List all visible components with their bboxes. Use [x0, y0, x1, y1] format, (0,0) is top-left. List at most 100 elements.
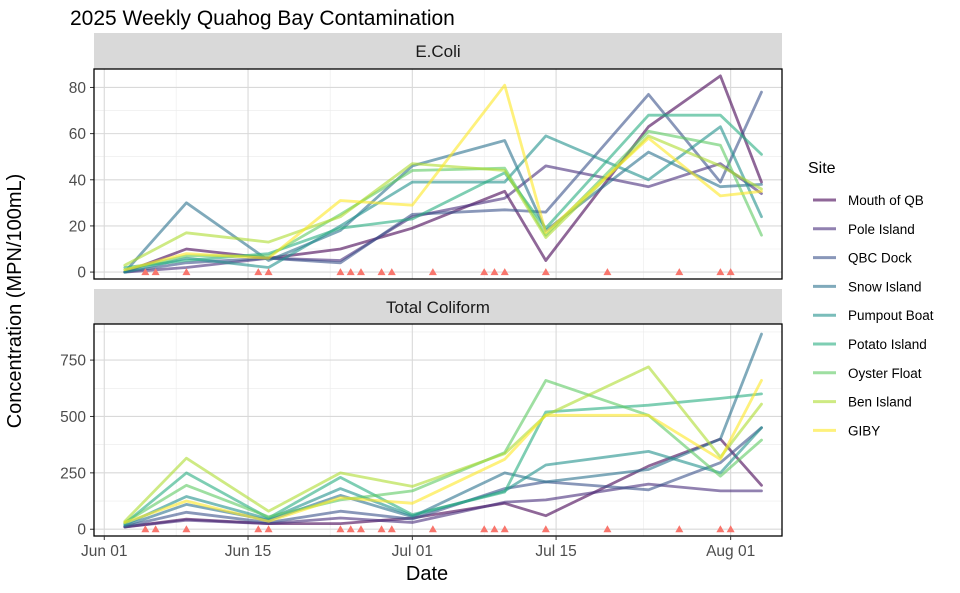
legend-items: Mouth of QB Pole Island QBC Dock Snow Islan… — [813, 193, 934, 438]
legend-item: Pole Island — [813, 222, 915, 237]
event-marker-triangle — [377, 525, 386, 533]
legend-label: Snow Island — [848, 279, 922, 294]
x-tick-label: Jul 15 — [535, 543, 576, 560]
event-marker-triangle — [151, 525, 160, 533]
series-lines — [123, 74, 763, 274]
event-marker-triangle — [480, 268, 489, 276]
panel-total-coliform: Total Coliform 0 250 500 750 — [60, 289, 783, 539]
legend-item: QBC Dock — [813, 251, 912, 266]
event-marker-triangle — [726, 525, 735, 533]
y-axis: 0 250 500 750 — [60, 353, 94, 539]
y-tick-label: 80 — [69, 80, 87, 97]
series-line-mouth-of-qb — [123, 74, 763, 274]
y-tick-label: 750 — [60, 353, 86, 370]
legend-label: Oyster Float — [848, 366, 922, 381]
series-lines — [123, 332, 763, 529]
event-marker-triangle — [264, 268, 273, 276]
legend-label: GIBY — [848, 423, 880, 438]
event-marker-triangle — [428, 268, 437, 276]
event-marker-triangle — [726, 268, 735, 276]
major-gridlines — [94, 324, 782, 536]
major-gridlines — [94, 69, 782, 279]
y-tick-label: 500 — [60, 409, 86, 426]
series-line-giby — [123, 378, 763, 524]
x-axis: Jun 01 Jun 15 Jul 01 Jul 15 Aug 01 — [81, 536, 755, 560]
legend-item: Potato Island — [813, 337, 927, 352]
event-marker-triangle — [716, 525, 725, 533]
event-marker-triangle — [603, 525, 612, 533]
y-axis: 0 20 40 60 80 — [69, 80, 94, 282]
legend-item: Ben Island — [813, 395, 912, 410]
panel-ecoli: E.Coli 0 20 40 60 80 — [69, 33, 783, 282]
series-line-ben-island — [123, 134, 763, 267]
facet-strip — [94, 289, 782, 324]
y-axis-title: Concentration (MPN/100mL) — [4, 174, 26, 429]
event-marker-triangle — [182, 525, 191, 533]
x-tick-label: Jun 01 — [81, 543, 128, 560]
panel-border — [93, 323, 783, 537]
chart-panels: E.Coli 0 20 40 60 80 Total Coliform 0 250 500 750 — [60, 33, 783, 539]
event-marker-triangle — [541, 268, 550, 276]
event-markers — [141, 268, 735, 276]
legend-label: Potato Island — [848, 337, 927, 352]
event-marker-triangle — [490, 525, 499, 533]
event-marker-triangle — [500, 525, 509, 533]
event-marker-triangle — [377, 268, 386, 276]
event-marker-triangle — [141, 268, 150, 276]
y-tick-label: 40 — [69, 172, 87, 189]
legend-label: Pole Island — [848, 222, 915, 237]
event-marker-triangle — [141, 525, 150, 533]
legend-label: QBC Dock — [848, 251, 912, 266]
legend-item: Snow Island — [813, 279, 922, 294]
event-marker-triangle — [387, 525, 396, 533]
legend: Site Mouth of QB Pole Island QBC Dock Snow … — [808, 160, 934, 438]
y-tick-label: 250 — [60, 465, 86, 482]
legend-item: Oyster Float — [813, 366, 922, 381]
event-marker-triangle — [356, 268, 365, 276]
event-marker-triangle — [603, 268, 612, 276]
y-tick-label: 20 — [69, 218, 87, 235]
event-marker-triangle — [675, 268, 684, 276]
series-line-giby — [123, 83, 763, 272]
x-axis-title: Date — [406, 563, 448, 585]
event-marker-triangle — [490, 268, 499, 276]
legend-item: Pumpout Boat — [813, 308, 934, 323]
minor-gridlines — [94, 69, 782, 279]
event-marker-triangle — [182, 268, 191, 276]
y-tick-label: 0 — [77, 522, 86, 539]
event-marker-triangle — [387, 268, 396, 276]
event-markers — [141, 525, 735, 533]
x-tick-label: Jul 01 — [392, 543, 433, 560]
legend-label: Ben Island — [848, 395, 912, 410]
facet-strip — [94, 33, 782, 69]
event-marker-triangle — [541, 525, 550, 533]
event-marker-triangle — [151, 268, 160, 276]
legend-item: GIBY — [813, 423, 880, 438]
event-marker-triangle — [428, 525, 437, 533]
event-marker-triangle — [264, 525, 273, 533]
event-marker-triangle — [336, 268, 345, 276]
event-marker-triangle — [356, 525, 365, 533]
y-tick-label: 60 — [69, 126, 87, 143]
legend-label: Mouth of QB — [848, 193, 924, 208]
series-line-pole-island — [123, 482, 763, 529]
legend-label: Pumpout Boat — [848, 308, 934, 323]
event-marker-triangle — [480, 525, 489, 533]
legend-item: Mouth of QB — [813, 193, 924, 208]
series-line-snow-island — [123, 139, 763, 274]
event-marker-triangle — [675, 525, 684, 533]
facet-strip-label: E.Coli — [415, 42, 460, 61]
event-marker-triangle — [346, 525, 355, 533]
event-marker-triangle — [254, 525, 263, 533]
legend-title: Site — [808, 160, 836, 177]
event-marker-triangle — [254, 268, 263, 276]
y-tick-label: 0 — [77, 265, 86, 282]
x-tick-label: Jun 15 — [225, 543, 272, 560]
series-line-oyster-float — [123, 378, 763, 524]
event-marker-triangle — [716, 268, 725, 276]
panel-border — [93, 68, 783, 280]
series-line-ben-island — [123, 365, 763, 523]
x-tick-label: Aug 01 — [706, 543, 755, 560]
series-line-pumpout-boat — [123, 125, 763, 274]
